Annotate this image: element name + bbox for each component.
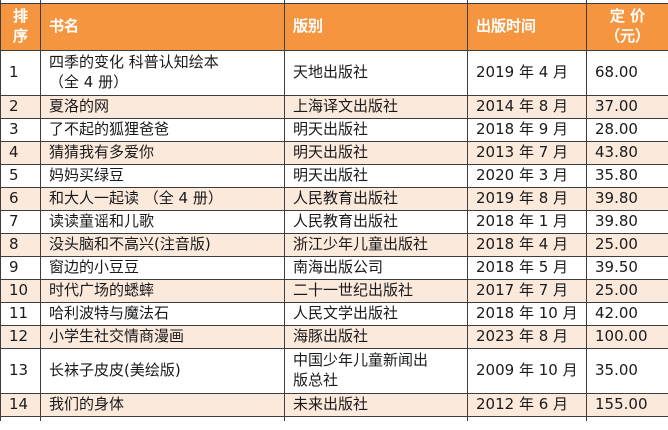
cell-price: 25.00	[586, 232, 668, 257]
table-row: 9 窗边的小豆豆 南海出版公司 2018 年 5 月 39.50	[0, 255, 668, 280]
cell-publisher: 未来出版社	[284, 392, 468, 417]
header-price: 定 价 （元）	[586, 2, 668, 51]
cell-title: 夏洛的网	[40, 94, 285, 119]
cell-date: 2018 年 9 月	[467, 117, 587, 142]
cell-date: 2017 年 7 月	[467, 278, 587, 303]
cell-date: 2012 年 6 月	[467, 392, 587, 417]
cell-date: 2019 年 8 月	[467, 186, 587, 211]
cell-price: 39.50	[586, 255, 668, 280]
table-header-row: 排 序 书名 版别 出版时间 定 价 （元）	[0, 2, 668, 51]
table-row: 14 我们的身体 未来出版社 2012 年 6 月 155.00	[0, 392, 668, 417]
cell-price: 43.80	[586, 140, 668, 165]
cell-publisher: 天地出版社	[284, 49, 468, 96]
cell-title: 和大人一起读 （全 4 册）	[40, 186, 285, 211]
cell-date: 2013 年 7 月	[467, 140, 587, 165]
cell-rank: 2	[0, 94, 41, 119]
cell-rank: 11	[0, 301, 41, 326]
header-date: 出版时间	[467, 2, 587, 51]
header-title: 书名	[40, 2, 285, 51]
table-row: 7 读读童谣和儿歌 人民教育出版社 2018 年 1 月 39.80	[0, 209, 668, 234]
cell-rank: 7	[0, 209, 41, 234]
cell-rank: 9	[0, 255, 41, 280]
cell-price: 100.00	[586, 324, 668, 349]
clipped-row-below	[0, 415, 668, 421]
table-row: 12 小学生社交情商漫画 海豚出版社 2023 年 8 月 100.00	[0, 324, 668, 349]
table-row: 5 妈妈买绿豆 明天出版社 2020 年 3 月 35.80	[0, 163, 668, 188]
cell-date: 2023 年 8 月	[467, 324, 587, 349]
cell-date: 2009 年 10 月	[467, 347, 587, 394]
cell-rank: 10	[0, 278, 41, 303]
book-list-table: 排 序 书名 版别 出版时间 定 价 （元） 1 四季的变化 科普认知绘本 （全…	[0, 0, 668, 421]
cell-publisher: 明天出版社	[284, 117, 468, 142]
cell-publisher: 人民教育出版社	[284, 209, 468, 234]
cell-date: 2019 年 4 月	[467, 49, 587, 96]
cell-price: 39.80	[586, 209, 668, 234]
cell-title: 小学生社交情商漫画	[40, 324, 285, 349]
cell-rank: 6	[0, 186, 41, 211]
table-row: 13 长袜子皮皮(美绘版) 中国少年儿童新闻出 版总社 2009 年 10 月 …	[0, 347, 668, 394]
table-row: 8 没头脑和不高兴(注音版) 浙江少年儿童出版社 2018 年 4 月 25.0…	[0, 232, 668, 257]
cell-publisher: 明天出版社	[284, 163, 468, 188]
table-row: 2 夏洛的网 上海译文出版社 2014 年 8 月 37.00	[0, 94, 668, 119]
cell-rank: 8	[0, 232, 41, 257]
table-row: 10 时代广场的蟋蟀 二十一世纪出版社 2017 年 7 月 25.00	[0, 278, 668, 303]
cell-rank: 12	[0, 324, 41, 349]
table-row: 6 和大人一起读 （全 4 册） 人民教育出版社 2019 年 8 月 39.8…	[0, 186, 668, 211]
cell-price: 155.00	[586, 392, 668, 417]
cell-price: 35.80	[586, 163, 668, 188]
cell-publisher: 人民文学出版社	[284, 301, 468, 326]
cell-date: 2018 年 4 月	[467, 232, 587, 257]
cell-publisher: 上海译文出版社	[284, 94, 468, 119]
cell-rank: 1	[0, 49, 41, 96]
cell-publisher: 中国少年儿童新闻出 版总社	[284, 347, 468, 394]
cell-price: 68.00	[586, 49, 668, 96]
clipped-cell	[467, 415, 587, 421]
cell-title: 哈利波特与魔法石	[40, 301, 285, 326]
cell-title: 了不起的狐狸爸爸	[40, 117, 285, 142]
cell-title: 没头脑和不高兴(注音版)	[40, 232, 285, 257]
header-publisher: 版别	[284, 2, 468, 51]
cell-publisher: 二十一世纪出版社	[284, 278, 468, 303]
cell-price: 28.00	[586, 117, 668, 142]
cell-title: 猜猜我有多爱你	[40, 140, 285, 165]
cell-price: 42.00	[586, 301, 668, 326]
cell-rank: 5	[0, 163, 41, 188]
cell-publisher: 南海出版公司	[284, 255, 468, 280]
cell-title: 时代广场的蟋蟀	[40, 278, 285, 303]
cell-date: 2014 年 8 月	[467, 94, 587, 119]
cell-rank: 3	[0, 117, 41, 142]
header-rank: 排 序	[0, 2, 41, 51]
cell-title: 读读童谣和儿歌	[40, 209, 285, 234]
table-row: 4 猜猜我有多爱你 明天出版社 2013 年 7 月 43.80	[0, 140, 668, 165]
cell-title: 四季的变化 科普认知绘本 （全 4 册）	[40, 49, 285, 96]
cell-publisher: 明天出版社	[284, 140, 468, 165]
cell-publisher: 海豚出版社	[284, 324, 468, 349]
cell-rank: 13	[0, 347, 41, 394]
cell-publisher: 浙江少年儿童出版社	[284, 232, 468, 257]
cell-rank: 4	[0, 140, 41, 165]
clipped-cell	[0, 415, 41, 421]
table-row: 3 了不起的狐狸爸爸 明天出版社 2018 年 9 月 28.00	[0, 117, 668, 142]
table-row: 1 四季的变化 科普认知绘本 （全 4 册） 天地出版社 2019 年 4 月 …	[0, 49, 668, 96]
cell-date: 2018 年 1 月	[467, 209, 587, 234]
cell-rank: 14	[0, 392, 41, 417]
table-row: 11 哈利波特与魔法石 人民文学出版社 2018 年 10 月 42.00	[0, 301, 668, 326]
cell-date: 2018 年 10 月	[467, 301, 587, 326]
cell-publisher: 人民教育出版社	[284, 186, 468, 211]
cell-title: 妈妈买绿豆	[40, 163, 285, 188]
cell-date: 2018 年 5 月	[467, 255, 587, 280]
clipped-cell	[284, 415, 468, 421]
cell-price: 39.80	[586, 186, 668, 211]
clipped-cell	[586, 415, 668, 421]
cell-price: 37.00	[586, 94, 668, 119]
clipped-cell	[40, 415, 285, 421]
cell-price: 35.00	[586, 347, 668, 394]
cell-title: 窗边的小豆豆	[40, 255, 285, 280]
cell-price: 25.00	[586, 278, 668, 303]
cell-date: 2020 年 3 月	[467, 163, 587, 188]
cell-title: 我们的身体	[40, 392, 285, 417]
cell-title: 长袜子皮皮(美绘版)	[40, 347, 285, 394]
